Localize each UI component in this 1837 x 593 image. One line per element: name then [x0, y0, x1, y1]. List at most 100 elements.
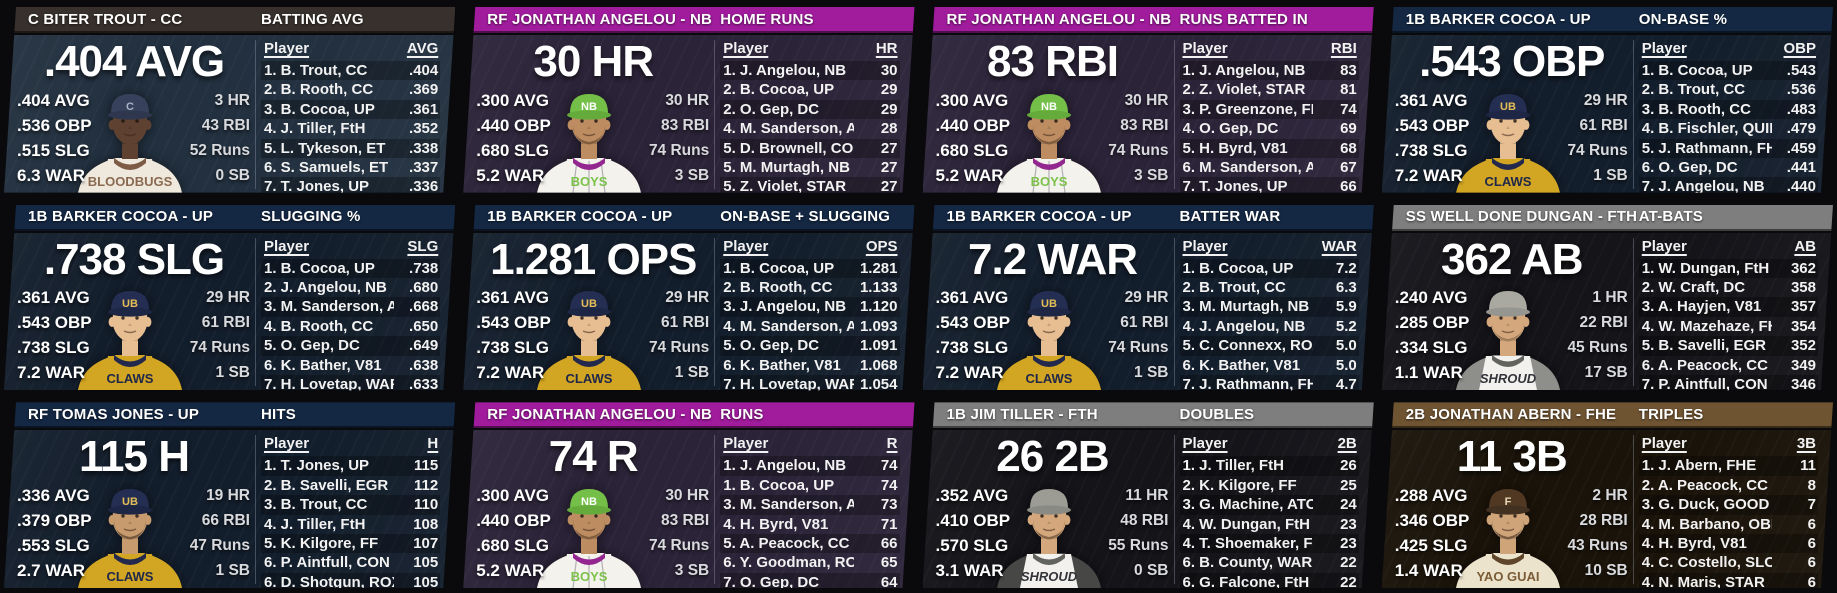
- stat-panel[interactable]: 2B JONATHAN ABERN - FHE TRIPLES 11 3B .2…: [1382, 402, 1833, 588]
- leaderboard-row[interactable]: 4. H. Byrd, V81 6: [1639, 534, 1818, 553]
- leaderboard-row[interactable]: 4. B. Fischler, QUIN .479: [1639, 119, 1818, 138]
- leaderboard-row[interactable]: 2. A. Peacock, CC 8: [1639, 476, 1818, 495]
- leaderboard-row[interactable]: 5. K. Kilgore, FF 107: [261, 534, 440, 553]
- leaderboard-row[interactable]: 6. B. County, WAR 22: [1180, 553, 1359, 572]
- leaderboard-row[interactable]: 2. B. Cocoa, UP 29: [720, 80, 899, 99]
- leaderboard-row[interactable]: 7. P. Aintfull, CON 346: [1639, 375, 1818, 394]
- stat-panel[interactable]: SS WELL DONE DUNGAN - FTH AT-BATS 362 AB…: [1382, 205, 1833, 391]
- leaderboard-row[interactable]: 1. B. Cocoa, UP 74: [720, 476, 899, 495]
- leaderboard-row[interactable]: 2. B. Savelli, EGR 112: [261, 476, 440, 495]
- leaderboard-row[interactable]: 7. T. Jones, UP .336: [261, 177, 440, 196]
- leaderboard-row[interactable]: 6. K. Bather, V81 5.0: [1180, 356, 1359, 375]
- leaderboard-row[interactable]: 4. J. Tiller, FtH .352: [261, 119, 440, 138]
- leaderboard-row[interactable]: 7. T. Jones, UP 66: [1180, 177, 1359, 196]
- leaderboard-row[interactable]: 1. W. Dungan, FtH 362: [1639, 259, 1818, 278]
- leaderboard-row[interactable]: 3. J. Angelou, NB 1.120: [720, 297, 899, 316]
- stat-panel[interactable]: 1B BARKER COCOA - UP BATTER WAR 7.2 WAR …: [923, 205, 1374, 391]
- leaderboard-row[interactable]: 4. M. Barbano, OBE 6: [1639, 515, 1818, 534]
- leaderboard-row[interactable]: 6. O. Gep, DC .441: [1639, 158, 1818, 177]
- leaderboard-row[interactable]: 4. J. Angelou, NB 5.2: [1180, 317, 1359, 336]
- leaderboard-row[interactable]: 4. N. Maris, STAR 6: [1639, 573, 1818, 592]
- leaderboard-row[interactable]: 1. B. Cocoa, UP 7.2: [1180, 259, 1359, 278]
- leaderboard-row[interactable]: 1. J. Angelou, NB 74: [720, 456, 899, 475]
- leaderboard-row[interactable]: 4. C. Costello, SLOG 6: [1639, 553, 1818, 572]
- leaderboard-row[interactable]: 3. P. Greenzone, FHE 74: [1180, 100, 1359, 119]
- leaderboard-row[interactable]: 1. B. Cocoa, UP .543: [1639, 61, 1818, 80]
- leaderboard-row[interactable]: 5. L. Tykeson, ET .338: [261, 139, 440, 158]
- leaderboard-row[interactable]: 5. C. Connexx, ROX 5.0: [1180, 336, 1359, 355]
- leaderboard-row[interactable]: 4. M. Sanderson, ATOM 28: [720, 119, 899, 138]
- leaderboard-row[interactable]: 7. O. Gep, DC 64: [720, 573, 899, 592]
- leaderboard-row[interactable]: 4. O. Gep, DC 69: [1180, 119, 1359, 138]
- leaderboard-row[interactable]: 2. B. Rooth, CC 1.133: [720, 278, 899, 297]
- leaderboard-row[interactable]: 6. K. Bather, V81 1.068: [720, 356, 899, 375]
- leaderboard-row[interactable]: 5. H. Byrd, V81 68: [1180, 139, 1359, 158]
- leaderboard-row[interactable]: 4. W. Mazehaze, FHE 354: [1639, 317, 1818, 336]
- leaderboard-row[interactable]: 2. B. Trout, CC 6.3: [1180, 278, 1359, 297]
- leaderboard-row[interactable]: 2. B. Trout, CC .536: [1639, 80, 1818, 99]
- stat-panel[interactable]: RF TOMAS JONES - UP HITS 115 H .336 AVG.…: [4, 402, 455, 588]
- leaderboard-row[interactable]: 4. M. Sanderson, ATOM 1.093: [720, 317, 899, 336]
- stat-panel[interactable]: 1B JIM TILLER - FTH DOUBLES 26 2B .352 A…: [923, 402, 1374, 588]
- leaderboard-row[interactable]: 6. D. Shotgun, ROX 105: [261, 573, 440, 592]
- leaderboard-row[interactable]: 7. H. Lovetap, WAR .633: [261, 375, 440, 394]
- leaderboard-row[interactable]: 6. A. Peacock, CC 349: [1639, 356, 1818, 375]
- leaderboard-row[interactable]: 3. B. Cocoa, UP .361: [261, 100, 440, 119]
- leaderboard-row[interactable]: 5. J. Rathmann, FHE .459: [1639, 139, 1818, 158]
- leaderboard-row[interactable]: 3. M. Sanderson, ATOM 73: [720, 495, 899, 514]
- leaderboard-row[interactable]: 4. W. Dungan, FtH 23: [1180, 515, 1359, 534]
- leaderboard-row[interactable]: 3. G. Duck, GOOD 7: [1639, 495, 1818, 514]
- stat-panel[interactable]: 1B BARKER COCOA - UP ON-BASE % .543 OBP …: [1382, 7, 1833, 193]
- stat-panel[interactable]: RF JONATHAN ANGELOU - NB RUNS BATTED IN …: [923, 7, 1374, 193]
- leaderboard-row[interactable]: 3. A. Hayjen, V81 357: [1639, 297, 1818, 316]
- leaderboard-row[interactable]: 5. Z. Violet, STAR 27: [720, 177, 899, 196]
- stat-panel[interactable]: 1B BARKER COCOA - UP ON-BASE + SLUGGING …: [463, 205, 914, 391]
- leaderboard-row[interactable]: 4. H. Byrd, V81 71: [720, 515, 899, 534]
- leaderboard-row[interactable]: 2. J. Angelou, NB .680: [261, 278, 440, 297]
- stat-panel[interactable]: RF JONATHAN ANGELOU - NB RUNS 74 R .300 …: [463, 402, 914, 588]
- leaderboard-row[interactable]: 3. M. Sanderson, ATOM .668: [261, 297, 440, 316]
- leaderboard-row[interactable]: 6. K. Bather, V81 .638: [261, 356, 440, 375]
- leaderboard-row[interactable]: 7. H. Lovetap, WAR 1.054: [720, 375, 899, 394]
- leaderboard-row[interactable]: 5. D. Brownell, CON 27: [720, 139, 899, 158]
- stat-panel[interactable]: 1B BARKER COCOA - UP SLUGGING % .738 SLG…: [4, 205, 455, 391]
- leaderboard-row[interactable]: 2. B. Rooth, CC .369: [261, 80, 440, 99]
- leaderboard-row[interactable]: 1. J. Angelou, NB 30: [720, 61, 899, 80]
- leaderboard-row[interactable]: 2. Z. Violet, STAR 81: [1180, 80, 1359, 99]
- leaderboard-row[interactable]: 1. B. Cocoa, UP 1.281: [720, 259, 899, 278]
- leaderboard-row[interactable]: 4. T. Shoemaker, FHE 23: [1180, 534, 1359, 553]
- stat-panel[interactable]: RF JONATHAN ANGELOU - NB HOME RUNS 30 HR…: [463, 7, 914, 193]
- stat-panel[interactable]: C BITER TROUT - CC BATTING AVG .404 AVG …: [4, 7, 455, 193]
- leaderboard-row[interactable]: 5. O. Gep, DC 1.091: [720, 336, 899, 355]
- leaderboard-row[interactable]: 5. A. Peacock, CC 66: [720, 534, 899, 553]
- leaderboard-row[interactable]: 6. G. Falcone, FtH 22: [1180, 573, 1359, 592]
- leaderboard-row[interactable]: 3. B. Rooth, CC .483: [1639, 100, 1818, 119]
- leaderboard-row[interactable]: 7. J. Rathmann, FHE 4.7: [1180, 375, 1359, 394]
- leaderboard-row[interactable]: 5. M. Murtagh, NB 27: [720, 158, 899, 177]
- side-stat: 1 SB: [215, 364, 250, 382]
- leaderboard-row[interactable]: 2. W. Craft, DC 358: [1639, 278, 1818, 297]
- leaderboard-row[interactable]: 2. O. Gep, DC 29: [720, 100, 899, 119]
- beard: [1033, 520, 1065, 540]
- leaderboard-row[interactable]: 1. B. Cocoa, UP .738: [261, 259, 440, 278]
- leaderboard-row[interactable]: 5. B. Savelli, EGR 352: [1639, 336, 1818, 355]
- leaderboard-row[interactable]: 3. M. Murtagh, NB 5.9: [1180, 297, 1359, 316]
- jersey-wordmark: CLAWS: [107, 569, 154, 584]
- leaderboard-row[interactable]: 6. M. Sanderson, ATOM 67: [1180, 158, 1359, 177]
- leaderboard-row[interactable]: 2. K. Kilgore, FF 25: [1180, 476, 1359, 495]
- leaderboard-row[interactable]: 1. J. Tiller, FtH 26: [1180, 456, 1359, 475]
- leaderboard-row[interactable]: 1. J. Abern, FHE 11: [1639, 456, 1818, 475]
- leaderboard-row[interactable]: 1. T. Jones, UP 115: [261, 456, 440, 475]
- leaderboard-row[interactable]: 4. J. Tiller, FtH 108: [261, 515, 440, 534]
- leaderboard-row[interactable]: 5. O. Gep, DC .649: [261, 336, 440, 355]
- leaderboard-row[interactable]: 3. B. Trout, CC 110: [261, 495, 440, 514]
- panel-body: 1.281 OPS .361 AVG .543 OBP .738 SLG 7.2 WA…: [463, 233, 914, 391]
- leaderboard-row[interactable]: 4. B. Rooth, CC .650: [261, 317, 440, 336]
- leaderboard-row[interactable]: 6. S. Samuels, ET .337: [261, 158, 440, 177]
- leaderboard-row[interactable]: 7. J. Angelou, NB .440: [1639, 177, 1818, 196]
- leaderboard-row[interactable]: 6. P. Aintfull, CON 105: [261, 553, 440, 572]
- leaderboard-row[interactable]: 6. Y. Goodman, ROX 65: [720, 553, 899, 572]
- leaderboard-row[interactable]: 1. B. Trout, CC .404: [261, 61, 440, 80]
- leaderboard-row[interactable]: 1. J. Angelou, NB 83: [1180, 61, 1359, 80]
- leaderboard-row[interactable]: 3. G. Machine, ATOM 24: [1180, 495, 1359, 514]
